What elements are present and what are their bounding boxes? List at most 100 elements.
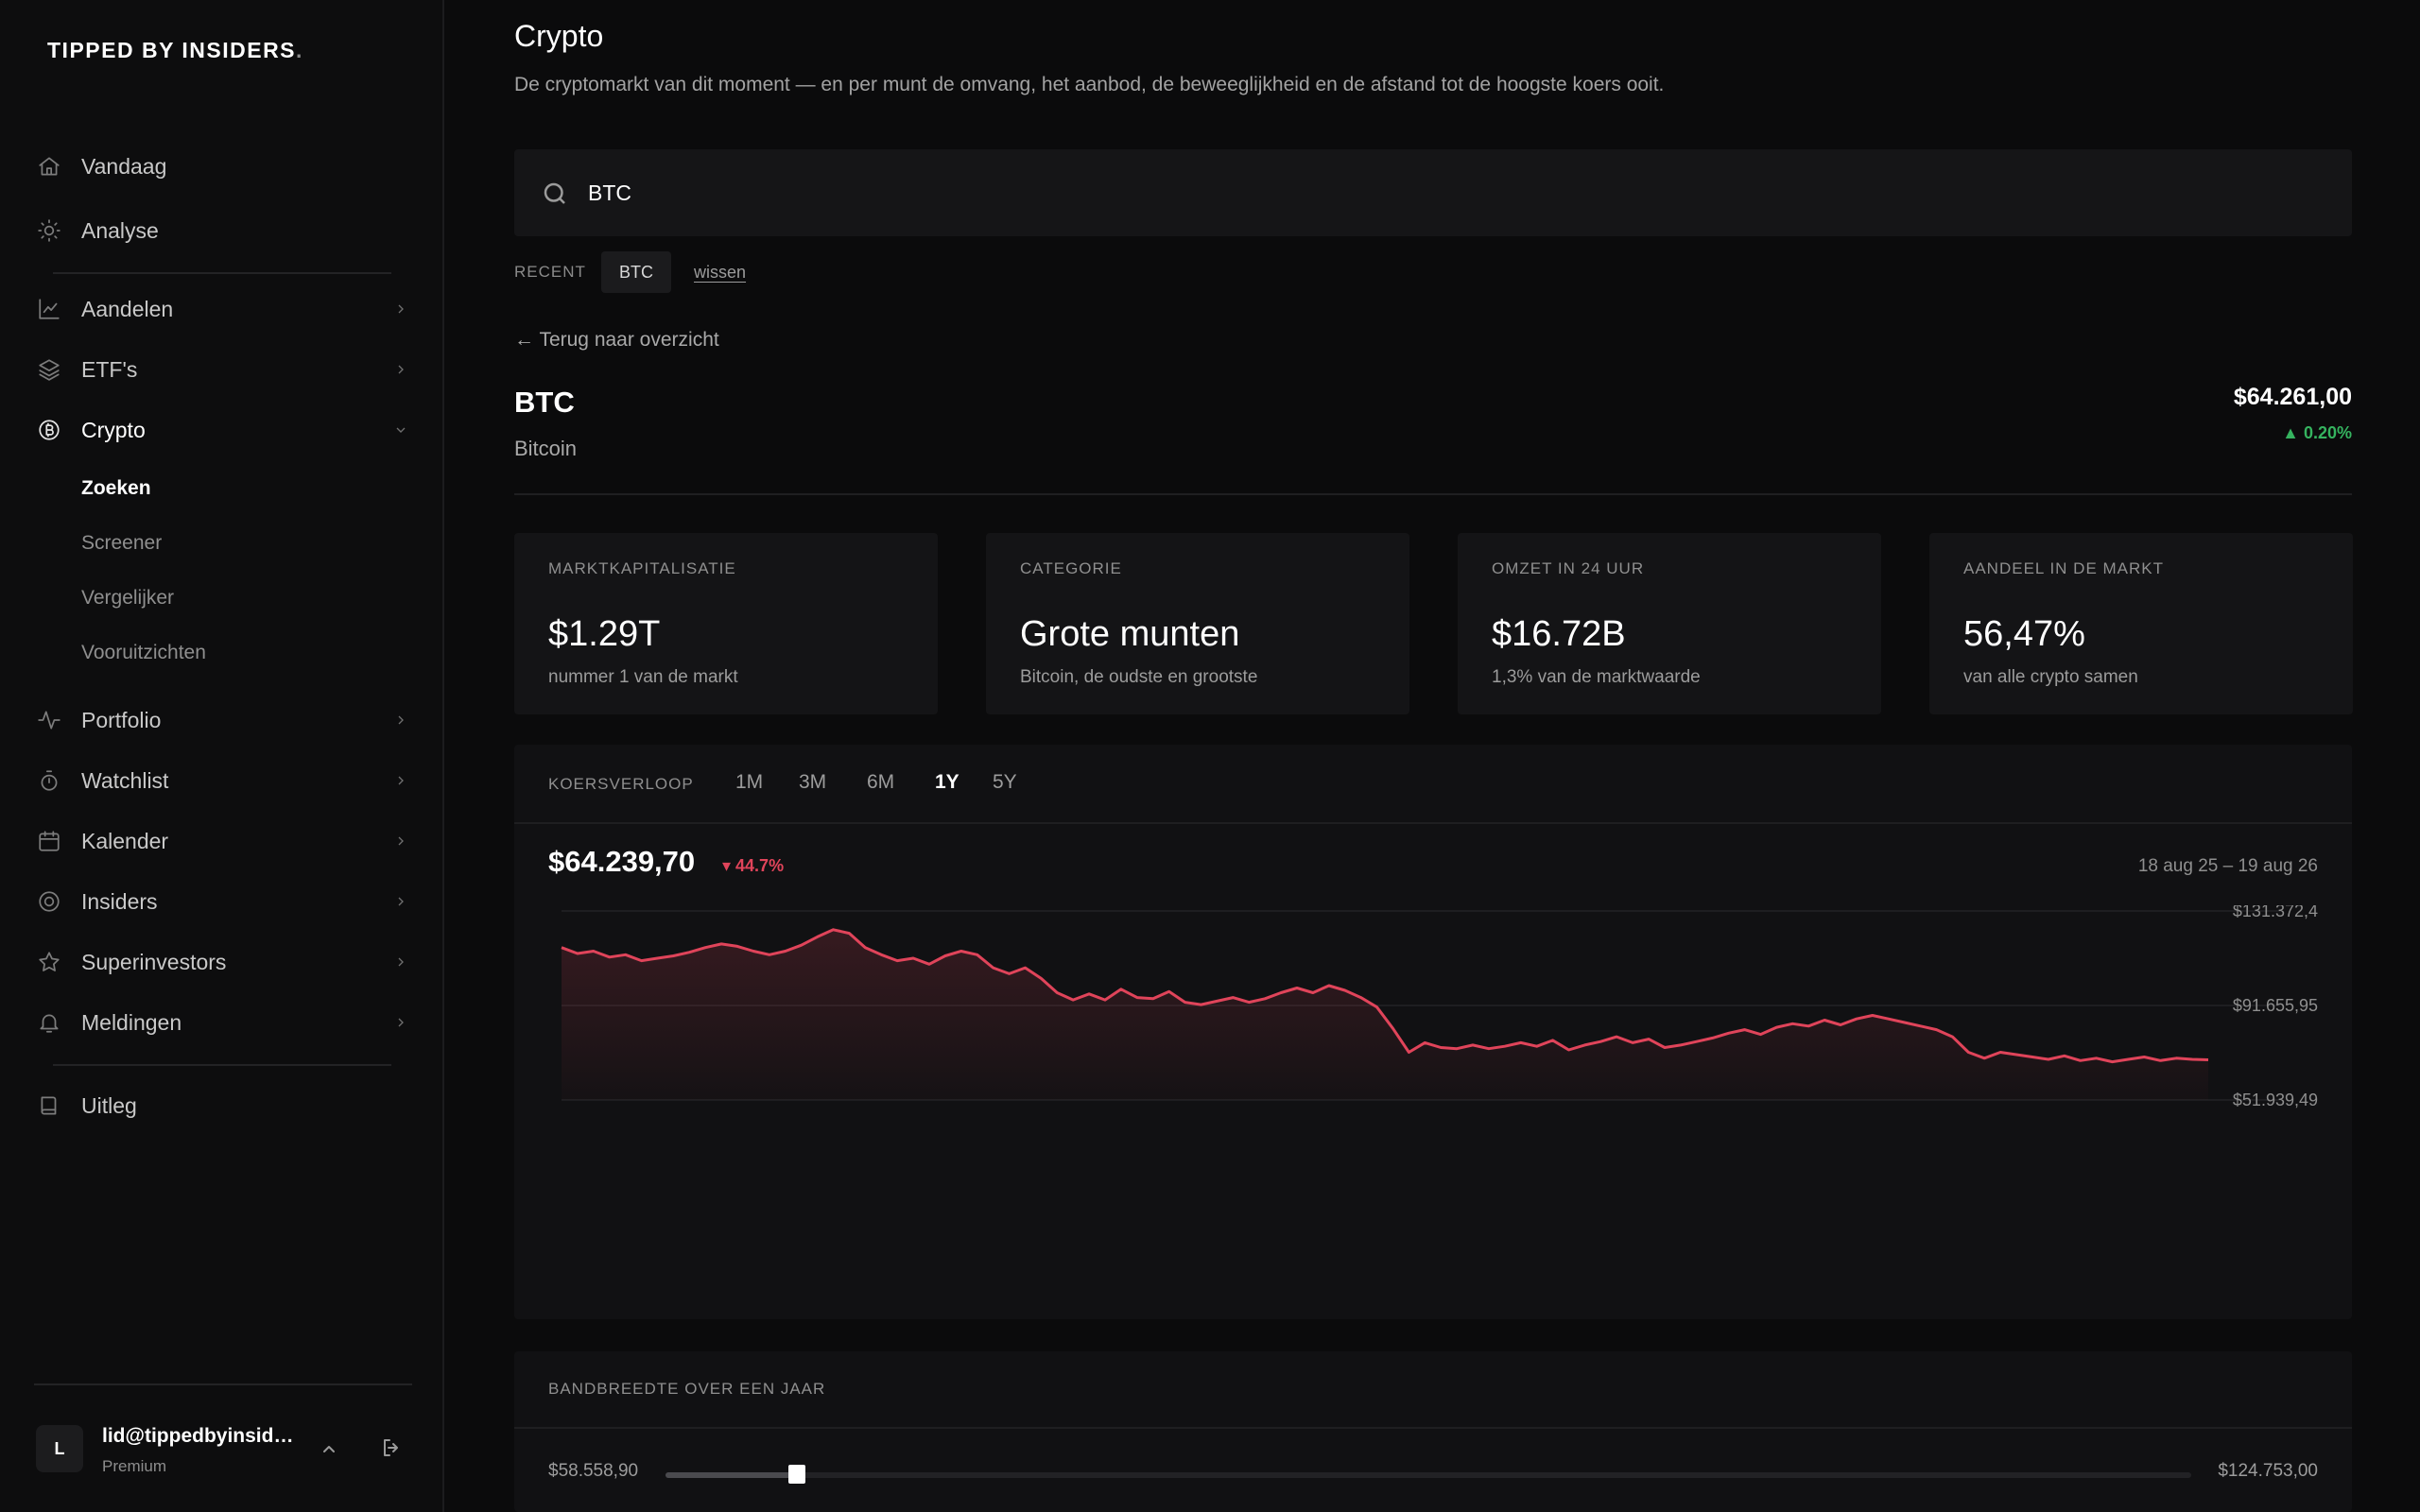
home-icon: [36, 153, 62, 180]
chart-header: KOERSVERLOOP 1M 3M 6M 1Y 5Y: [514, 745, 2352, 824]
sidebar-item-watchlist[interactable]: Watchlist: [36, 757, 410, 804]
y-tick-label: $91.655,95: [2233, 996, 2318, 1015]
range-tab-6m[interactable]: 6M: [867, 771, 895, 793]
stat-label: OMZET IN 24 UUR: [1492, 559, 1645, 577]
range-tab-3m[interactable]: 3M: [799, 771, 827, 793]
sidebar-item-kalender[interactable]: Kalender: [36, 817, 410, 865]
sidebar-item-label: Meldingen: [81, 1009, 182, 1035]
chevron-down-icon: [391, 421, 410, 439]
range-band-card: BANDBREEDTE OVER EEN JAAR $58.558,90 $12…: [514, 1351, 2352, 1512]
main-content: Crypto De cryptomarkt van dit moment — e…: [514, 0, 2353, 1512]
chevron-right-icon: [391, 711, 410, 730]
sidebar-item-aandelen[interactable]: Aandelen: [36, 285, 410, 333]
search-input[interactable]: [588, 168, 2290, 217]
clear-recent-link[interactable]: wissen: [694, 263, 747, 282]
chevron-right-icon: [391, 892, 410, 911]
stat-label: CATEGORIE: [1020, 559, 1122, 577]
range-tab-5y[interactable]: 5Y: [993, 771, 1017, 793]
sidebar-item-analyse[interactable]: Analyse: [36, 207, 410, 254]
back-to-overview-link[interactable]: ← Terug naar overzicht: [514, 329, 719, 351]
chart-series-line: [561, 928, 2209, 1064]
calendar-icon: [36, 828, 62, 854]
chevron-right-icon: [391, 832, 410, 850]
page-description: De cryptomarkt van dit moment — en per m…: [514, 74, 1665, 95]
chart-date-range: 18 aug 25 – 19 aug 26: [2137, 856, 2318, 876]
stat-card-dominance: AANDEEL IN DE MARKT 56,47% van alle cryp…: [1929, 533, 2353, 714]
sidebar-item-label: Watchlist: [81, 767, 169, 793]
stat-value: 56,47%: [1963, 614, 2085, 654]
sidebar-item-crypto[interactable]: Crypto: [36, 406, 410, 454]
logout-icon[interactable]: [380, 1436, 406, 1463]
band-track: [666, 1465, 2191, 1484]
band-high-value: $124.753,00: [2218, 1461, 2318, 1481]
band-fill: [666, 1472, 797, 1478]
brand-logo[interactable]: TIPPED BY INSIDERS.: [47, 38, 303, 62]
chevron-right-icon: [391, 300, 410, 318]
stat-label: AANDEEL IN DE MARKT: [1963, 559, 2165, 577]
band-marker: [787, 1465, 805, 1484]
y-tick-label: $51.939,49: [2233, 1091, 2318, 1109]
chart-price: $64.239,70: [548, 845, 696, 878]
chevron-right-icon: [391, 1013, 410, 1032]
y-tick-label: $131.372,4: [2233, 905, 2318, 920]
book-icon: [36, 1092, 62, 1119]
user-panel: L lid@tippedbyinsiders.com Premium: [34, 1383, 412, 1512]
stat-sub: Bitcoin, de oudste en grootste: [1020, 667, 1258, 687]
user-plan: Premium: [102, 1457, 167, 1475]
target-icon: [36, 888, 62, 915]
sidebar-item-uitleg[interactable]: Uitleg: [36, 1082, 410, 1129]
divider: [514, 493, 2352, 495]
sidebar-subitem-vergelijker[interactable]: Vergelijker: [81, 587, 175, 609]
chart-area: [562, 929, 2208, 1100]
sidebar-item-label: Crypto: [81, 417, 146, 442]
chevron-right-icon: [391, 953, 410, 971]
bell-icon: [36, 1009, 62, 1036]
stat-sub: 1,3% van de marktwaarde: [1492, 667, 1701, 687]
page-title: Crypto: [514, 19, 604, 53]
sidebar-item-label: Aandelen: [81, 296, 174, 321]
stat-card-category: CATEGORIE Grote munten Bitcoin, de oudst…: [986, 533, 1409, 714]
price-line-chart: $131.372,4 $91.655,95 $51.939,49: [561, 905, 2318, 1109]
stat-card-market-cap: MARKTKAPITALISATIE $1.29T nummer 1 van d…: [514, 533, 938, 714]
sidebar-subitem-zoeken[interactable]: Zoeken: [81, 477, 151, 499]
chart-change: ▾ 44.7%: [722, 856, 785, 875]
range-tab-1m[interactable]: 1M: [735, 771, 764, 793]
stat-value: $1.29T: [548, 614, 661, 654]
star-icon: [36, 949, 62, 975]
recent-label: RECENT: [514, 263, 586, 281]
sidebar-item-label: Superinvestors: [81, 949, 227, 974]
sidebar-divider: [53, 1064, 391, 1066]
sidebar-subitem-vooruitzichten[interactable]: Vooruitzichten: [81, 642, 206, 663]
stat-card-volume: OMZET IN 24 UUR $16.72B 1,3% van de mark…: [1458, 533, 1881, 714]
avatar[interactable]: L: [36, 1425, 83, 1472]
sidebar-item-label: Kalender: [81, 828, 169, 853]
band-header: BANDBREEDTE OVER EEN JAAR: [514, 1351, 2352, 1429]
sidebar-item-label: ETF's: [81, 356, 138, 382]
chart-line-icon: [36, 296, 62, 322]
band-low-value: $58.558,90: [548, 1461, 639, 1481]
sidebar-item-label: Analyse: [81, 217, 159, 243]
chevron-up-icon[interactable]: [318, 1438, 340, 1461]
coin-change: ▲ 0.20%: [2282, 423, 2352, 442]
range-tab-1y[interactable]: 1Y: [935, 771, 959, 793]
sidebar-item-superinvestors[interactable]: Superinvestors: [36, 938, 410, 986]
chevron-right-icon: [391, 771, 410, 790]
layers-icon: [36, 356, 62, 383]
sidebar-item-vandaag[interactable]: Vandaag: [36, 143, 410, 190]
price-chart-card: KOERSVERLOOP 1M 3M 6M 1Y 5Y $64.239,70 ▾…: [514, 745, 2352, 1319]
sidebar-item-meldingen[interactable]: Meldingen: [36, 999, 410, 1046]
sidebar-item-portfolio[interactable]: Portfolio: [36, 696, 410, 744]
sidebar-item-etfs[interactable]: ETF's: [36, 346, 410, 393]
stopwatch-icon: [36, 767, 62, 794]
sidebar-subitem-screener[interactable]: Screener: [81, 532, 163, 554]
stat-value: Grote munten: [1020, 614, 1240, 654]
activity-icon: [36, 707, 62, 733]
stat-sub: nummer 1 van de markt: [548, 667, 738, 687]
sidebar-item-label: Portfolio: [81, 707, 162, 732]
sidebar-item-insiders[interactable]: Insiders: [36, 878, 410, 925]
stat-sub: van alle crypto samen: [1963, 667, 2138, 687]
recent-chip[interactable]: BTC: [601, 251, 671, 293]
chevron-right-icon: [391, 360, 410, 379]
coin-name: Bitcoin: [514, 437, 578, 460]
sidebar-item-label: Uitleg: [81, 1092, 137, 1118]
